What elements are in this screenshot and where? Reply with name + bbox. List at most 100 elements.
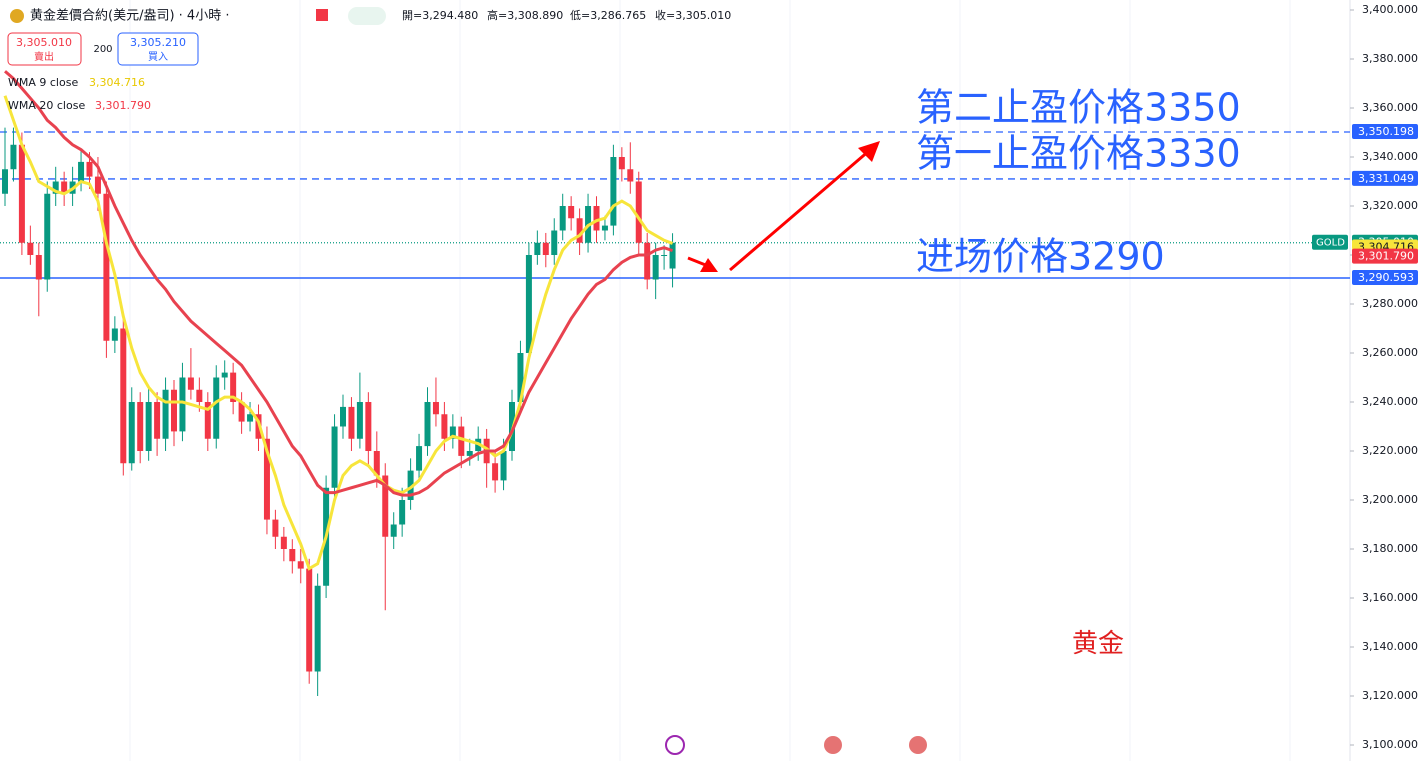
spread: 200 (93, 44, 112, 55)
candle-body (576, 218, 583, 243)
candle-body (272, 519, 279, 537)
candle-body (280, 536, 287, 549)
candle-body (416, 446, 423, 471)
buy-button[interactable] (117, 32, 199, 66)
annotation: 第二止盈价格3350 (916, 86, 1241, 130)
candle-body (297, 561, 304, 569)
candle-body (382, 475, 389, 537)
candle-body (458, 426, 465, 456)
candle-body (610, 157, 617, 226)
sell-button[interactable] (7, 32, 82, 66)
annotation: 进场价格3290 (916, 235, 1165, 279)
candle-body (407, 470, 414, 500)
candle-body (78, 161, 85, 182)
candle-body (263, 438, 270, 520)
candle-body (390, 524, 397, 537)
candle-body (35, 255, 42, 280)
candle-body (103, 193, 110, 341)
candle-body (441, 414, 448, 439)
candle-body (492, 463, 499, 481)
candle-body (247, 414, 254, 422)
price-tag (1352, 270, 1418, 286)
ohlc-low: 低=3,286.765 (570, 9, 646, 22)
candle-body (534, 242, 541, 255)
candle-body (432, 402, 439, 415)
candle-body (449, 426, 456, 439)
candle-body (145, 402, 152, 451)
candle-body (661, 255, 668, 256)
price-tag (1352, 124, 1418, 140)
y-tick-label: 3,140.000 (1362, 640, 1418, 653)
candle-body (213, 377, 220, 439)
candle-body (61, 181, 68, 194)
header: 黄金差價合約(美元/盎司) · 4小時 · 開=3,294.480 高=3,30… (7, 7, 731, 112)
candle-body (399, 500, 406, 525)
y-tick-label: 3,240.000 (1362, 395, 1418, 408)
price-tag-label: 3,290.593 (1358, 271, 1414, 284)
ohlc-high: 高=3,308.890 (487, 8, 563, 22)
candle-body (230, 372, 237, 402)
candle-body (331, 426, 338, 488)
candle-body (27, 242, 34, 255)
symbol-title: 黄金差價合約(美元/盎司) · 4小時 · (30, 8, 229, 24)
candle-body (196, 389, 203, 402)
candle-body (128, 402, 135, 464)
candle-body (340, 406, 346, 427)
symbol-tag-label: GOLD (1316, 238, 1345, 249)
candle-body (18, 144, 25, 243)
price-tag (1352, 170, 1418, 186)
candle-body (52, 181, 59, 194)
arrows (687, 141, 880, 272)
price-tag-label: 3,301.790 (1358, 250, 1414, 263)
annotation: 第一止盈价格3330 (916, 132, 1241, 176)
candle-body (644, 242, 651, 280)
candle-body (238, 402, 245, 422)
candle-body (424, 402, 431, 447)
candle-body (356, 402, 363, 439)
wma-line (4, 70, 674, 497)
flag (316, 9, 328, 21)
buy-label: 買入 (148, 51, 168, 63)
candle-body (373, 451, 380, 476)
ohlc-open: 開=3,294.480 (402, 9, 478, 22)
candle-body (314, 585, 321, 672)
candle-body (551, 230, 558, 255)
candle-body (365, 402, 372, 451)
y-tick-label: 3,120.000 (1362, 689, 1418, 702)
y-tick-label: 3,380.000 (1362, 52, 1418, 65)
event-icons (665, 735, 927, 755)
candle-body (618, 157, 625, 170)
sell-price: 3,305.010 (16, 36, 72, 49)
candle-body (162, 389, 169, 439)
y-tick-label: 3,320.000 (1362, 199, 1418, 212)
candle-body (669, 242, 676, 269)
y-tick-label: 3,260.000 (1362, 346, 1418, 359)
y-tick-label: 3,100.000 (1362, 738, 1418, 751)
candle-body (500, 451, 507, 481)
candle-body (10, 144, 17, 170)
candle-body (44, 193, 51, 280)
candle-body (348, 406, 355, 439)
wma-line (3, 95, 674, 571)
candle-body (601, 225, 608, 231)
y-tick-label: 3,340.000 (1362, 150, 1418, 163)
legend-value: 3,301.790 (95, 99, 151, 112)
candle-body (306, 568, 313, 672)
candle-body (559, 206, 566, 231)
badge (348, 7, 386, 25)
symbol-tag (1312, 234, 1348, 250)
y-tick-label: 3,180.000 (1362, 542, 1418, 555)
candle-body (221, 372, 228, 378)
candle-body (593, 206, 600, 231)
candle-body (627, 169, 634, 182)
candle-body (120, 328, 127, 464)
candle-body (111, 328, 118, 341)
y-tick-label: 3,400.000 (1362, 3, 1418, 16)
legend-name: WMA 9 close (8, 76, 78, 89)
candle-body (517, 353, 524, 402)
candle-body (187, 377, 194, 390)
annotation: 黄金 (1072, 629, 1124, 659)
candle-body (154, 402, 161, 439)
legend-value: 3,304.716 (89, 76, 145, 89)
y-tick-label: 3,280.000 (1362, 297, 1418, 310)
